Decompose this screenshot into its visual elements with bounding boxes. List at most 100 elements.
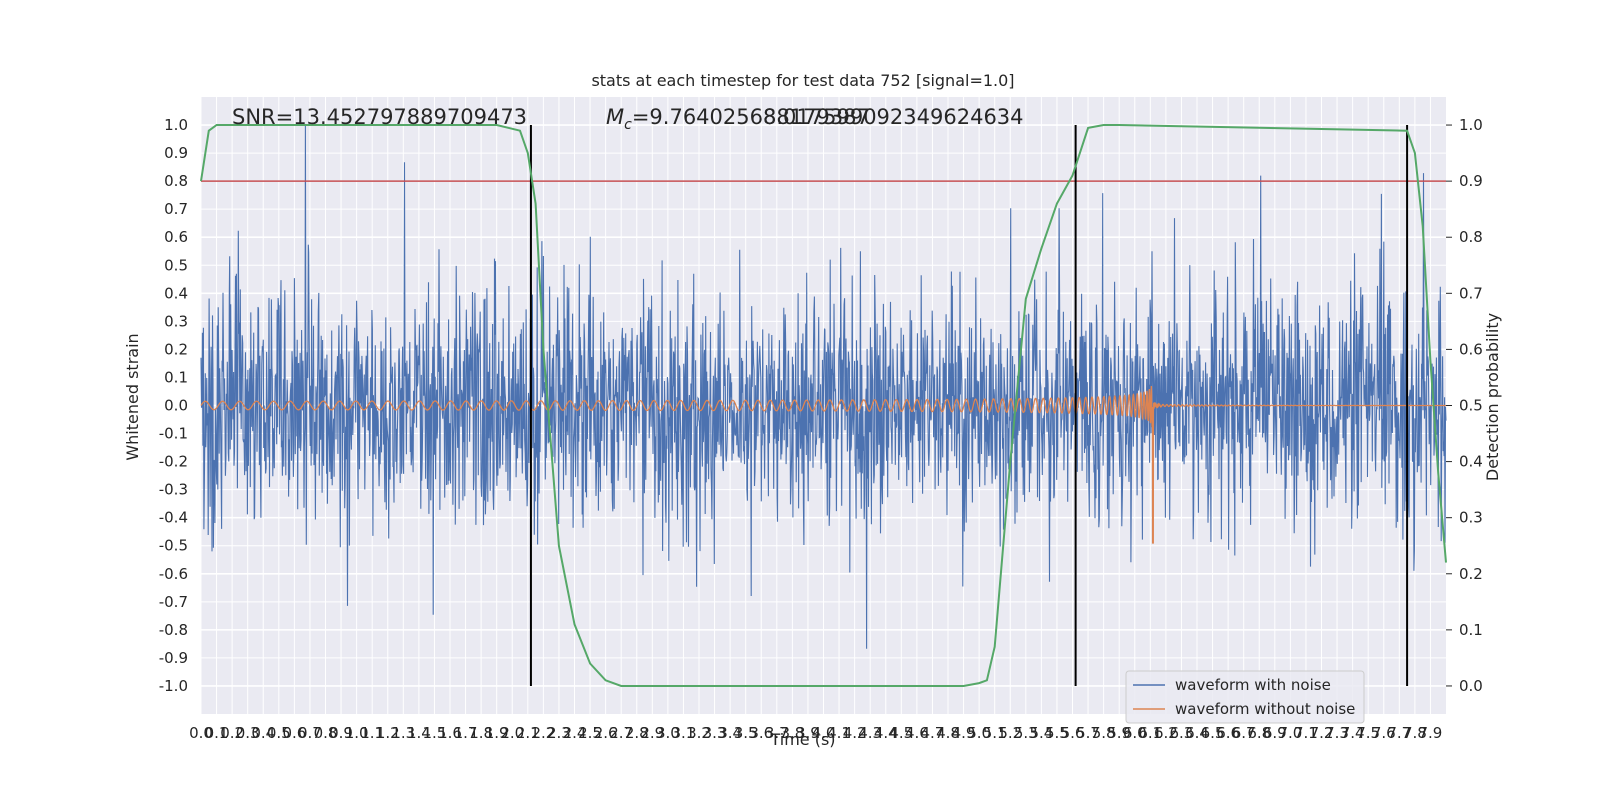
right-y-tick-label: 0.4 <box>1459 453 1483 471</box>
x-tick-label: 6.6 <box>1216 724 1240 742</box>
y-tick-label: -0.6 <box>159 565 188 583</box>
y-tick-label: -0.7 <box>159 593 188 611</box>
y-tick-label: 0.4 <box>164 284 188 302</box>
x-tick-label: 4.4 <box>874 724 898 742</box>
x-tick-label: 1.5 <box>423 724 447 742</box>
x-tick-label: 4.8 <box>936 724 960 742</box>
x-tick-label: 1.3 <box>391 724 415 742</box>
y-tick-label: -1.0 <box>159 677 188 695</box>
right-y-tick-label: 0.3 <box>1459 509 1483 527</box>
y-tick-label: -0.5 <box>159 537 188 555</box>
x-tick-label: 3.1 <box>672 724 696 742</box>
x-tick-label: 6.2 <box>1154 724 1178 742</box>
x-tick-label: 2.5 <box>578 724 602 742</box>
x-tick-label: 7.3 <box>1325 724 1349 742</box>
right-y-tick-label: 0.7 <box>1459 284 1483 302</box>
series-waveform-with-noise <box>200 124 1447 649</box>
x-tick-label: 7.0 <box>1278 724 1302 742</box>
x-tick-label: 4.1 <box>827 724 851 742</box>
x-tick-label: 7.9 <box>1419 724 1443 742</box>
x-tick-label: 0.3 <box>236 724 260 742</box>
x-tick-label: 6.8 <box>1247 724 1271 742</box>
x-tick-label: 7.2 <box>1310 724 1334 742</box>
x-tick-label: 4.5 <box>889 724 913 742</box>
legend-label-noise: waveform with noise <box>1175 676 1331 694</box>
y-tick-label: -0.1 <box>159 425 188 443</box>
mc-overlap-annotation: 8.017599092349624634 <box>763 105 1024 129</box>
mc-subscript: c <box>624 117 632 133</box>
x-tick-label: 7.4 <box>1341 724 1365 742</box>
x-tick-label: 1.0 <box>345 724 369 742</box>
legend-label-clean: waveform without noise <box>1175 700 1355 718</box>
x-tick-label: 7.1 <box>1294 724 1318 742</box>
x-tick-label: 0.7 <box>298 724 322 742</box>
x-tick-label: 2.9 <box>640 724 664 742</box>
y-tick-label: -0.9 <box>159 649 188 667</box>
x-tick-label: 0.2 <box>220 724 244 742</box>
y-tick-label: -0.2 <box>159 453 188 471</box>
x-tick-label: 5.1 <box>983 724 1007 742</box>
x-tick-label: 4.3 <box>858 724 882 742</box>
x-tick-label: 7.8 <box>1403 724 1427 742</box>
x-tick-label: 5.2 <box>998 724 1022 742</box>
x-tick-label: 2.6 <box>594 724 618 742</box>
x-tick-label: 0.8 <box>314 724 338 742</box>
x-tick-label: 5.4 <box>1029 724 1053 742</box>
x-tick-label: 3.8 <box>780 724 804 742</box>
x-tick-label: 2.0 <box>500 724 524 742</box>
x-tick-label: 5.8 <box>1092 724 1116 742</box>
x-tick-label: 7.6 <box>1372 724 1396 742</box>
x-tick-label: 7.5 <box>1356 724 1380 742</box>
x-tick-label: 2.4 <box>563 724 587 742</box>
y-tick-label: 0.9 <box>164 144 188 162</box>
y-tick-label: 0.1 <box>164 368 188 386</box>
x-tick-label: 3.2 <box>687 724 711 742</box>
x-tick-label: 4.9 <box>952 724 976 742</box>
x-tick-labels: 0.00.10.20.30.40.50.60.70.80.91.01.11.21… <box>189 724 1442 742</box>
x-tick-label: 1.4 <box>407 724 431 742</box>
y-tick-label: 0.6 <box>164 228 188 246</box>
x-tick-label: 1.1 <box>360 724 384 742</box>
x-tick-label: 0.4 <box>251 724 275 742</box>
y-tick-label: 0.8 <box>164 172 188 190</box>
right-y-tick-label: 0.9 <box>1459 172 1483 190</box>
mc-annotation: Mc=9.764025688179387 <box>606 105 870 133</box>
x-tick-label: 5.6 <box>1061 724 1085 742</box>
x-tick-label: 4.7 <box>921 724 945 742</box>
x-tick-label: 0.5 <box>267 724 291 742</box>
x-tick-label: 1.2 <box>376 724 400 742</box>
y-tick-label: -0.4 <box>159 509 188 527</box>
y-tick-label: -0.3 <box>159 481 188 499</box>
mc-value: =9.764025688179387 <box>632 105 870 129</box>
x-tick-label: 5.5 <box>1045 724 1069 742</box>
right-y-tick-label: 0.2 <box>1459 565 1483 583</box>
x-tick-label: 1.9 <box>485 724 509 742</box>
series-waveform-without-noise <box>200 385 1447 544</box>
x-tick-label: 6.0 <box>1123 724 1147 742</box>
x-tick-label: 3.4 <box>718 724 742 742</box>
chart-title: stats at each timestep for test data 752… <box>591 71 1014 90</box>
x-tick-label: 1.7 <box>454 724 478 742</box>
x-tick-label: 5.9 <box>1107 724 1131 742</box>
x-tick-label: 3.5 <box>734 724 758 742</box>
right-y-tick-labels: 0.0 0.1 0.2 0.3 0.4 0.5 0.6 0.7 0.8 0.9 1.0 <box>1459 116 1483 695</box>
x-tick-label: 2.1 <box>516 724 540 742</box>
x-tick-label: 6.9 <box>1263 724 1287 742</box>
x-tick-label: 5.0 <box>967 724 991 742</box>
x-tick-label: 0.6 <box>282 724 306 742</box>
snr-annotation: SNR=13.452797889709473 <box>232 105 527 129</box>
x-tick-label: 2.8 <box>625 724 649 742</box>
y-tick-label: 0.2 <box>164 340 188 358</box>
x-tick-label: 4.6 <box>905 724 929 742</box>
right-y-axis-label: Detection probability <box>1483 313 1502 481</box>
x-tick-label: 6.3 <box>1170 724 1194 742</box>
right-y-tick-label: 1.0 <box>1459 116 1483 134</box>
x-tick-label: 6.7 <box>1232 724 1256 742</box>
x-tick-label: 3.7 <box>765 724 789 742</box>
y-tick-label: 0.5 <box>164 256 188 274</box>
x-tick-label: 3.0 <box>656 724 680 742</box>
segment-vlines <box>529 125 1409 686</box>
x-tick-label: 5.7 <box>1076 724 1100 742</box>
